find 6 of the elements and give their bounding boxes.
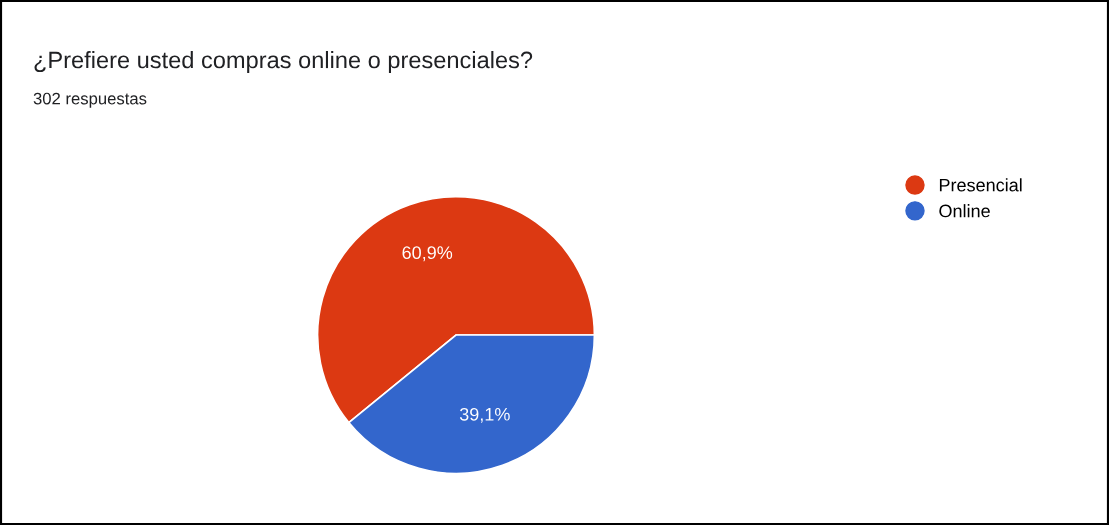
legend-label: Online: [939, 204, 990, 218]
text: 302 respuestas: [33, 92, 147, 108]
data-label: 60,9%: [402, 246, 453, 262]
legend-label: Presencial: [939, 178, 1022, 192]
chart-title: ¿Prefiere usted compras online o presenciales?: [34, 51, 533, 73]
data-label: 39,1%: [459, 407, 510, 423]
